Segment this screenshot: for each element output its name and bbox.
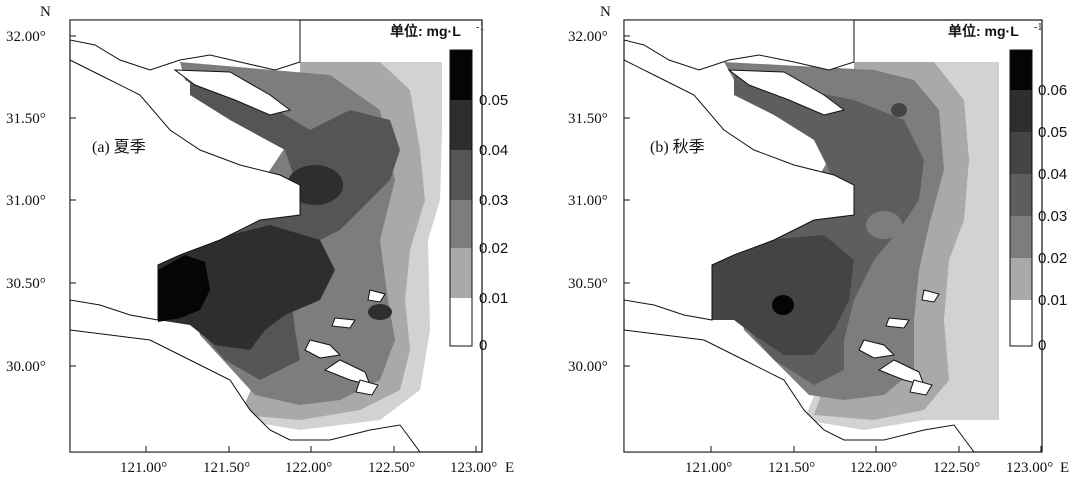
lon-tick-label: 123.00°: [450, 460, 497, 476]
lat-tick-label: 31.00°: [568, 193, 608, 209]
colorbar-tick-label: 0.02: [479, 240, 508, 257]
contour-0.05-patch: [368, 304, 392, 320]
east-label: E: [505, 460, 514, 476]
colorbar-tick-label: 0.03: [1038, 208, 1067, 225]
colorbar-tick-label: 0.03: [479, 192, 508, 209]
colorbar-swatch: [450, 248, 472, 298]
colorbar-swatch: [1010, 258, 1032, 300]
lat-tick-label: 30.00°: [568, 359, 608, 375]
colorbar-swatch: [450, 200, 472, 248]
season-label: (b) 秋季: [650, 138, 705, 156]
unit-superscript: -1: [1034, 22, 1042, 33]
ticks: [624, 35, 1042, 452]
colorbar-tick-label: 0.04: [1038, 166, 1067, 183]
colorbar-tick-label: 0.05: [1038, 124, 1067, 141]
unit-superscript: -1: [476, 22, 484, 33]
lon-tick-label: 122.50°: [933, 460, 980, 476]
land: [69, 19, 421, 453]
lon-tick-label: 121.50°: [203, 460, 250, 476]
colorbar: [449, 49, 473, 347]
lon-tick-label: 122.00°: [285, 460, 332, 476]
panel-summer: N 32.00° 31.50° 31.00° 30.50° 30.00° 121…: [6, 4, 514, 476]
colorbar-tick-label: 0.06: [1038, 82, 1067, 99]
lat-tick-label: 31.50°: [568, 111, 608, 127]
map-summer: N 32.00° 31.50° 31.00° 30.50° 30.00° 121…: [6, 4, 514, 476]
colorbar-swatch: [1010, 90, 1032, 132]
colorbar-swatch: [450, 298, 472, 346]
lat-tick-label: 30.50°: [568, 276, 608, 292]
colorbar-tick-label: 0.05: [479, 92, 508, 109]
contour-layers: [158, 62, 442, 430]
colorbar: [1009, 49, 1033, 347]
contour-0.05-patch: [287, 165, 343, 205]
lat-tick-label: 30.00°: [6, 359, 46, 375]
colorbar-tick-label: 0: [1038, 337, 1046, 354]
colorbar-tick-label: 0.02: [1038, 250, 1067, 267]
land: [623, 19, 975, 453]
contour-0.03-patch: [866, 211, 902, 239]
lon-tick-label: 122.00°: [850, 460, 897, 476]
contour-max: [158, 255, 210, 322]
north-label: N: [600, 4, 611, 20]
map-autumn: N 32.00° 31.50° 31.00° 30.50° 30.00° 121…: [568, 4, 1069, 476]
lat-tick-label: 30.50°: [6, 276, 46, 292]
north-label: N: [40, 4, 51, 20]
colorbar-swatch: [1010, 300, 1032, 346]
lon-tick-label: 121.50°: [768, 460, 815, 476]
lon-tick-label: 123.00°: [1006, 460, 1053, 476]
lat-tick-label: 32.00°: [568, 29, 608, 45]
lat-tick-label: 32.00°: [6, 29, 46, 45]
colorbar-swatch: [450, 100, 472, 150]
colorbar-tick-label: 0.01: [1038, 292, 1067, 309]
colorbar-tick-label: 0: [479, 337, 487, 354]
colorbar-swatch: [1010, 132, 1032, 174]
colorbar-tick-label: 0.01: [479, 290, 508, 307]
lat-tick-label: 31.50°: [6, 111, 46, 127]
contour-0.05-patch: [891, 103, 907, 117]
colorbar-swatch: [450, 50, 472, 100]
colorbar-swatch: [450, 150, 472, 200]
lon-tick-label: 121.00°: [685, 460, 732, 476]
east-label: E: [1060, 460, 1069, 476]
contour-0.05: [158, 225, 335, 350]
lat-tick-label: 31.00°: [6, 193, 46, 209]
lon-tick-label: 122.50°: [368, 460, 415, 476]
contour-layers: [712, 62, 999, 430]
ticks: [70, 35, 477, 452]
colorbar-tick-label: 0.04: [479, 142, 508, 159]
season-label: (a) 夏季: [92, 138, 146, 156]
colorbar-swatch: [1010, 216, 1032, 258]
lon-tick-label: 121.00°: [120, 460, 167, 476]
colorbar-swatch: [1010, 174, 1032, 216]
contour-max-patch: [772, 295, 794, 315]
unit-label: 单位: mg·L: [948, 23, 1019, 39]
panel-autumn: N 32.00° 31.50° 31.00° 30.50° 30.00° 121…: [544, 0, 1089, 481]
unit-label: 单位: mg·L: [390, 23, 461, 39]
colorbar-swatch: [1010, 50, 1032, 90]
